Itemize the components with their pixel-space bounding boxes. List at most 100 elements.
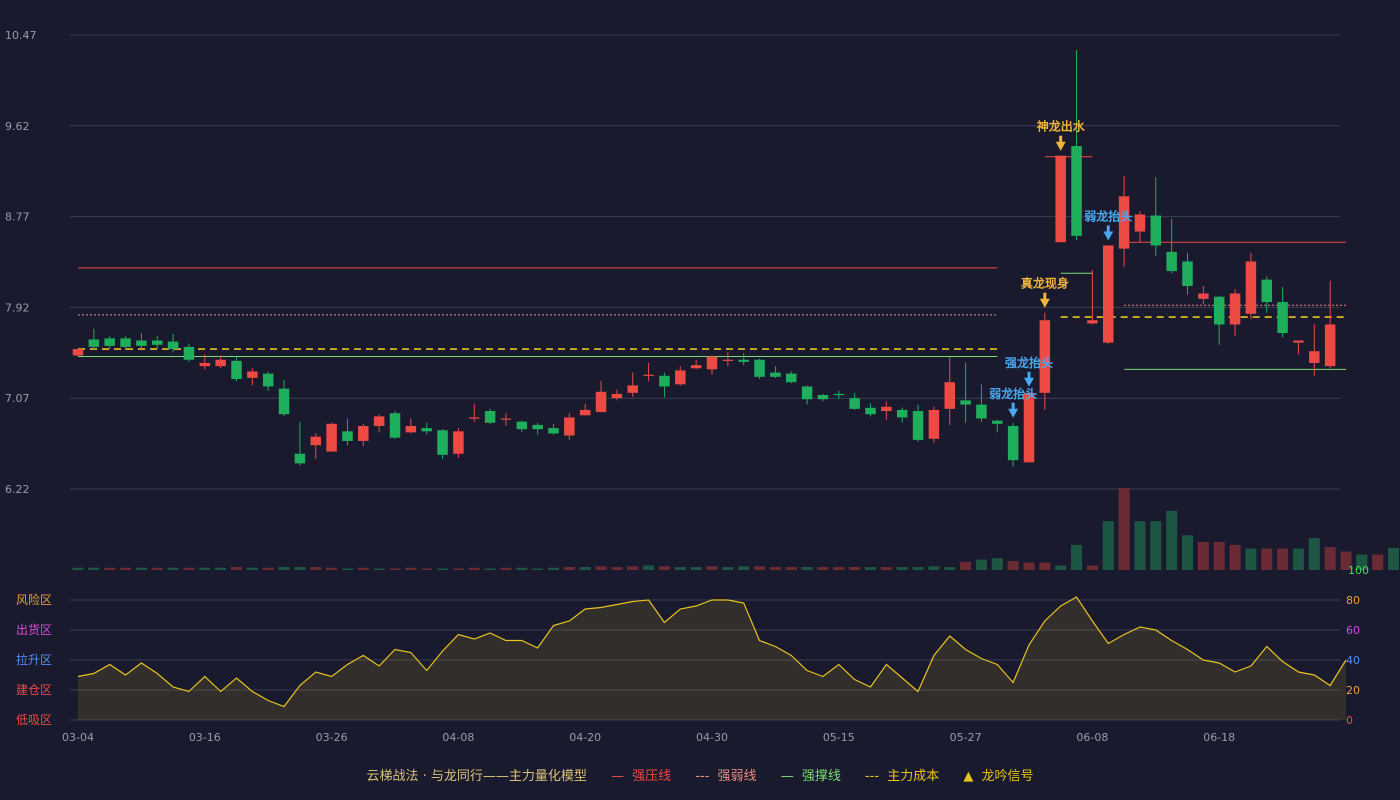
candle-body xyxy=(199,362,211,367)
volume-bar xyxy=(199,567,211,570)
signal-label: 强龙抬头 xyxy=(1005,355,1053,370)
volume-bar xyxy=(722,567,734,570)
candle-body xyxy=(183,346,195,360)
candle-body xyxy=(1007,425,1019,461)
volume-bar xyxy=(120,567,132,570)
candle-body xyxy=(1293,340,1304,343)
volume-bar xyxy=(595,566,607,570)
candle-body xyxy=(231,360,242,379)
candle-body xyxy=(1166,251,1177,272)
candle-body xyxy=(611,393,623,399)
candle-body xyxy=(373,416,385,426)
candle-body xyxy=(453,431,464,454)
candle-body xyxy=(72,349,84,356)
candle-body xyxy=(1245,261,1257,314)
volume-bar xyxy=(326,567,338,570)
volume-bar xyxy=(849,567,861,570)
volume-bar xyxy=(484,568,496,570)
indicator-area xyxy=(78,597,1346,720)
volume-bar xyxy=(975,559,987,570)
signal-arrow xyxy=(1103,231,1114,241)
candle-body xyxy=(1198,293,1209,299)
candle-body xyxy=(912,411,924,440)
volume-bar xyxy=(817,567,829,570)
candlestick-chart: 10.479.628.777.927.076.22100弱龙抬头强龙抬头真龙现身… xyxy=(5,29,1400,744)
legend-symbol-weak: --- xyxy=(695,769,710,784)
candle-body xyxy=(1023,392,1035,463)
candle-body xyxy=(896,409,908,418)
volume-bar xyxy=(310,567,322,570)
volume-bar xyxy=(880,567,892,570)
x-tick-label: 03-04 xyxy=(62,731,94,744)
x-tick-label: 05-15 xyxy=(823,731,855,744)
volume-bar xyxy=(1261,548,1273,570)
legend-item-support[interactable]: — 强撑线 xyxy=(781,769,845,784)
candle-body xyxy=(469,417,480,419)
price-tick-label: 7.92 xyxy=(5,301,30,314)
volume-bar xyxy=(865,567,876,570)
volume-bar xyxy=(357,567,369,570)
candle-body xyxy=(437,430,448,455)
volume-bar xyxy=(627,566,639,570)
volume-bar xyxy=(341,568,353,570)
candle-body xyxy=(722,359,734,361)
indicator-zone-label: 风险区 xyxy=(16,592,52,607)
volume-bar xyxy=(833,567,845,570)
candle-body xyxy=(500,418,512,420)
candle-body xyxy=(1071,146,1082,236)
candle-body xyxy=(595,391,607,413)
legend-item-signal[interactable]: ▲ 龙吟信号 xyxy=(963,769,1033,784)
candle-body xyxy=(1309,351,1320,363)
candle-body xyxy=(976,404,987,419)
legend-item-weak[interactable]: --- 强弱线 xyxy=(695,769,760,784)
x-tick-label: 06-08 xyxy=(1076,731,1108,744)
candle-body xyxy=(484,411,496,423)
candle-body xyxy=(992,420,1003,424)
x-tick-label: 05-27 xyxy=(950,731,982,744)
candle-body xyxy=(786,373,797,383)
candle-body xyxy=(278,388,290,415)
volume-bar xyxy=(532,568,544,570)
volume-bar xyxy=(754,566,766,570)
volume-bar xyxy=(1039,562,1051,570)
x-tick-label: 04-08 xyxy=(442,731,474,744)
volume-bar xyxy=(674,567,686,570)
indicator-zone-label: 拉升区 xyxy=(16,652,52,667)
volume-bar xyxy=(246,567,258,570)
candle-body xyxy=(1229,293,1241,325)
signal-label: 神龙出水 xyxy=(1037,119,1086,134)
volume-bar xyxy=(1277,548,1289,570)
volume-bar xyxy=(1086,565,1098,570)
volume-bar xyxy=(706,566,718,570)
volume-bar xyxy=(1055,565,1067,570)
x-tick-label: 06-18 xyxy=(1203,731,1235,744)
legend-item-pressure[interactable]: — 强压线 xyxy=(611,769,675,784)
candle-body xyxy=(833,393,845,396)
chart-legend: 云梯战法 · 与龙同行——主力量化模型 — 强压线 --- 强弱线 — 强撑线 … xyxy=(0,765,1400,784)
candle-body xyxy=(1261,279,1272,303)
candle-body xyxy=(262,373,274,387)
signal-arrow-stem xyxy=(1043,292,1047,300)
candle-body xyxy=(675,370,686,385)
candle-body xyxy=(1134,214,1146,232)
volume-bar xyxy=(548,567,559,570)
volume-bar xyxy=(1372,554,1384,570)
volume-bar xyxy=(1213,541,1225,570)
legend-item-cost[interactable]: --- 主力成本 xyxy=(865,769,943,784)
volume-bar xyxy=(785,567,797,570)
volume-bar xyxy=(1071,544,1083,570)
candle-body xyxy=(1213,296,1225,325)
candle-body xyxy=(247,371,258,378)
volume-bar xyxy=(183,567,195,570)
candle-body xyxy=(1055,155,1066,243)
candle-body xyxy=(136,340,147,346)
volume-bar xyxy=(769,567,781,570)
volume-bar xyxy=(167,567,179,570)
candle-body xyxy=(548,428,559,434)
signal-label: 真龙现身 xyxy=(1021,276,1069,291)
volume-bar xyxy=(1340,551,1352,570)
candle-body xyxy=(960,400,971,405)
candle-body xyxy=(865,407,876,415)
candle-body xyxy=(310,436,321,446)
volume-bar xyxy=(88,567,100,570)
